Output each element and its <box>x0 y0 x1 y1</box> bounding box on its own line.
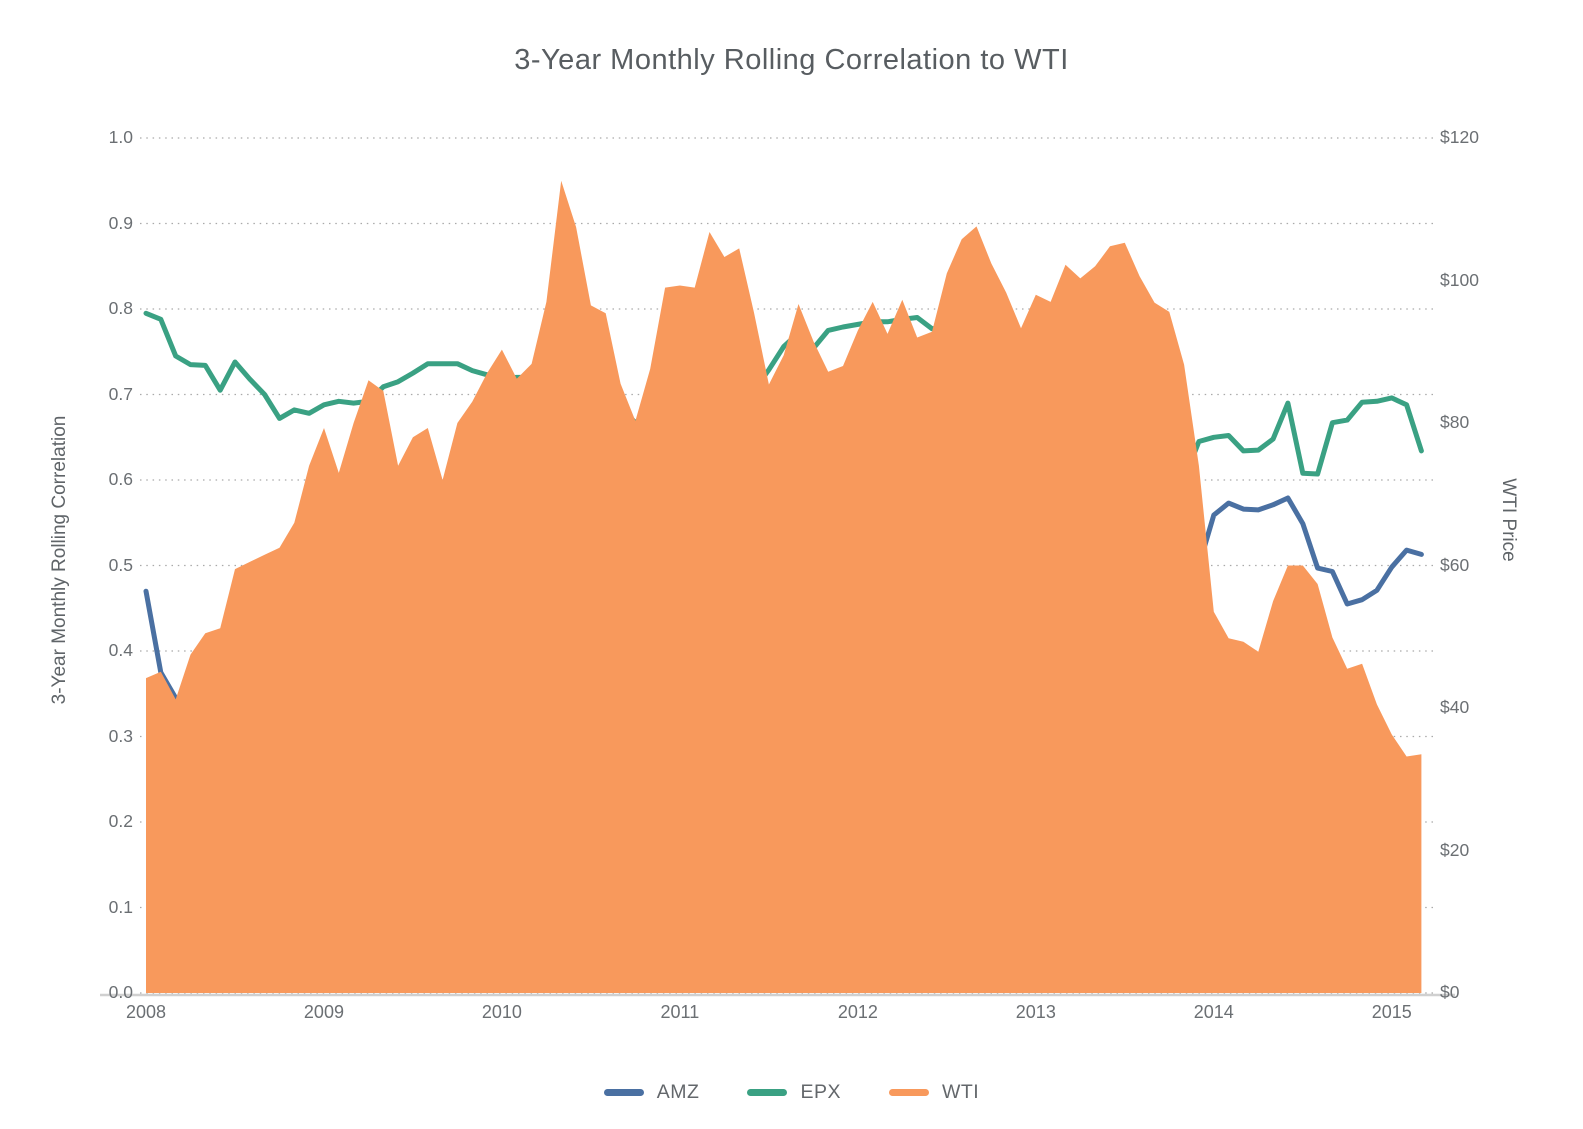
y-right-tick-label: $0 <box>1440 982 1460 1002</box>
x-tick-label: 2015 <box>1371 1002 1412 1022</box>
wti-legend-swatch-icon <box>888 1088 929 1096</box>
y-left-tick-label: 0.1 <box>108 896 133 917</box>
y-right-tick-label: $80 <box>1440 412 1470 432</box>
y-left-tick-label: 0.4 <box>108 640 133 660</box>
legend-label: EPX <box>800 1080 841 1103</box>
x-tick-label: 2014 <box>1193 1002 1234 1022</box>
y-left-tick-label: 0.0 <box>108 982 133 1002</box>
x-tick-label: 2009 <box>303 1002 344 1022</box>
x-tick-label: 2010 <box>481 1002 522 1022</box>
legend-label: WTI <box>941 1080 980 1103</box>
epx-legend-swatch-icon <box>747 1088 788 1096</box>
y-right-tick-label: $60 <box>1440 554 1470 575</box>
x-tick-label: 2008 <box>125 1002 167 1022</box>
y-right-tick-label: $40 <box>1440 697 1470 717</box>
legend-label: AMZ <box>656 1080 700 1103</box>
y-left-tick-label: 1.0 <box>108 127 133 147</box>
chart-title: 3-Year Monthly Rolling Correlation to WT… <box>514 44 1069 76</box>
y-left-tick-label: 0.7 <box>108 383 133 404</box>
y-left-tick-label: 0.3 <box>108 725 133 746</box>
left-axis-title: 3-Year Monthly Rolling Correlation <box>49 415 70 705</box>
x-tick-label: 2012 <box>837 1002 878 1022</box>
y-left-tick-label: 0.8 <box>108 298 133 318</box>
epx-line <box>143 310 1424 482</box>
y-left-tick-label: 0.5 <box>108 554 133 575</box>
chart-legend: AMZ EPX WTI <box>0 1072 1583 1112</box>
wti-area <box>146 180 1422 994</box>
y-right-tick-label: $20 <box>1440 839 1470 860</box>
legend-item-wti: WTI <box>888 1080 980 1104</box>
legend-item-amz: AMZ <box>603 1080 700 1104</box>
y-left-tick-label: 0.2 <box>108 811 133 831</box>
y-right-tick-label: $120 <box>1440 127 1479 147</box>
y-left-tick-label: 0.6 <box>108 469 133 489</box>
right-axis-title: WTI Price <box>1498 478 1519 562</box>
amz-legend-swatch-icon <box>603 1088 644 1096</box>
y-left-tick-label: 0.9 <box>108 212 133 233</box>
y-right-tick-label: $100 <box>1440 269 1479 290</box>
x-tick-label: 2011 <box>660 1002 700 1022</box>
x-tick-label: 2013 <box>1015 1002 1056 1022</box>
legend-item-epx: EPX <box>747 1081 841 1104</box>
